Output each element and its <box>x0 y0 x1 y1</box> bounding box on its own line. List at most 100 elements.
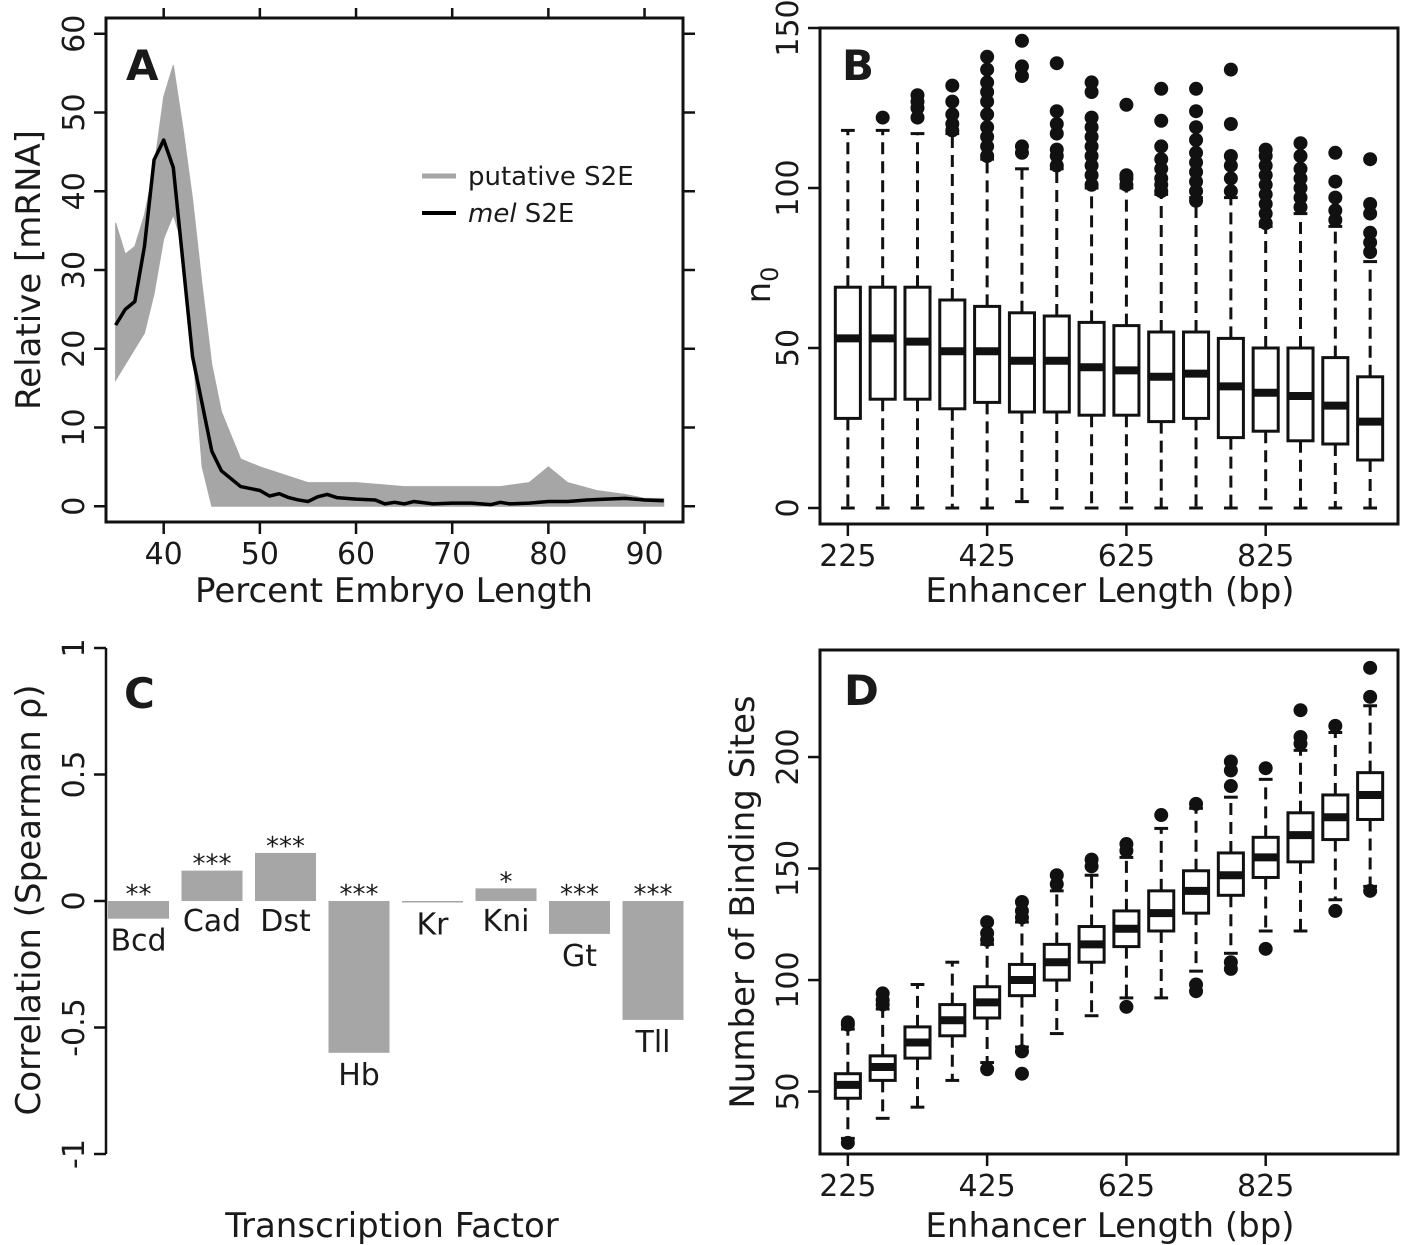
outlier-point <box>980 1062 995 1077</box>
box-group <box>1286 703 1315 933</box>
outlier-point <box>1189 193 1204 208</box>
box-group <box>1321 145 1350 510</box>
outlier-point <box>1084 129 1099 144</box>
outlier-point <box>1119 837 1134 852</box>
outlier-point <box>910 88 925 103</box>
box-group <box>868 110 897 510</box>
x-tick-label: 425 <box>958 1169 1015 1204</box>
outlier-point <box>1258 168 1273 183</box>
panel-b-plot-area <box>833 33 1385 510</box>
category-label: Kr <box>416 907 449 942</box>
significance-label: *** <box>560 880 599 910</box>
outlier-point <box>1293 200 1308 215</box>
y-tick-label: -1 <box>57 1139 92 1169</box>
outlier-point <box>1363 245 1378 259</box>
x-tick-label: 625 <box>1098 539 1155 574</box>
x-tick-label: 40 <box>145 537 183 572</box>
outlier-point <box>1049 868 1064 883</box>
y-tick-label: 150 <box>771 0 806 57</box>
x-tick-label: 825 <box>1237 1169 1294 1204</box>
panel-a: A 40 50 60 70 80 90 0 10 20 30 40 50 60 putative S2… <box>9 8 695 611</box>
outlier-point <box>875 110 890 125</box>
outlier-point <box>1154 171 1169 186</box>
outlier-point <box>1119 999 1134 1014</box>
y-tick-label: 150 <box>771 840 806 897</box>
outlier-point <box>1049 117 1064 131</box>
panel-d-letter: D <box>844 666 879 715</box>
x-tick-label: 90 <box>625 537 663 572</box>
panel-d-plot-area <box>833 660 1385 1150</box>
box-group <box>1147 808 1176 1000</box>
significance-label: *** <box>340 880 379 910</box>
x-tick-label: 60 <box>337 537 375 572</box>
outlier-point <box>1293 161 1308 176</box>
y-tick-label: 50 <box>771 1072 806 1110</box>
outlier-point <box>980 139 995 154</box>
outlier-point <box>980 94 995 109</box>
panel-a-y-label: Relative [mRNA] <box>9 130 49 410</box>
y-tick-label: 100 <box>771 159 806 216</box>
outlier-point <box>1293 703 1308 718</box>
outlier-point <box>980 62 995 77</box>
box-group <box>1077 852 1106 1018</box>
outlier-point <box>840 1135 855 1150</box>
outlier-point <box>1363 206 1378 221</box>
outlier-point <box>1328 145 1343 160</box>
outlier-point <box>1258 187 1273 202</box>
bar-bcd <box>108 901 169 919</box>
outlier-point <box>1293 171 1308 186</box>
panel-a-x-label: Percent Embryo Length <box>195 571 593 611</box>
outlier-point <box>1328 203 1343 218</box>
panel-b-y-ticks: 0 50 100 150 <box>771 0 820 518</box>
box-group <box>1286 136 1315 510</box>
outlier-point <box>840 1015 855 1030</box>
panel-c: C 1 0.5 0 -0.5 -1 Bcd ** Cad *** Dst *** Hb *** Kr Kn… <box>9 638 684 1245</box>
outlier-point <box>980 915 995 930</box>
outlier-point <box>945 78 960 93</box>
bar-cad <box>181 870 243 901</box>
outlier-point <box>1363 883 1378 898</box>
bar-kni <box>475 888 537 901</box>
panel-a-y-ticks: 0 10 20 30 40 50 60 <box>57 15 695 516</box>
box-group <box>1147 81 1176 510</box>
panel-b-x-label: Enhancer Length (bp) <box>925 571 1294 611</box>
x-tick-label: 70 <box>433 537 471 572</box>
outlier-point <box>1119 97 1134 112</box>
outlier-point <box>1328 190 1343 205</box>
outlier-point <box>1189 104 1204 119</box>
outlier-point <box>1084 139 1099 154</box>
outlier-point <box>1223 117 1238 131</box>
panel-a-plot-area <box>114 65 665 507</box>
outlier-point <box>1328 213 1343 227</box>
x-tick-label: 50 <box>241 537 279 572</box>
outlier-point <box>1189 165 1204 179</box>
outlier-point <box>1084 149 1099 163</box>
category-label: Kni <box>482 904 529 939</box>
box-group <box>903 983 932 1109</box>
x-tick-label: 225 <box>819 1169 876 1204</box>
outlier-point <box>980 926 995 941</box>
outlier-point <box>1014 139 1029 154</box>
panel-b-y-label-main: n <box>739 282 779 304</box>
box-group <box>1216 62 1245 510</box>
significance-label: ** <box>126 880 152 910</box>
outlier-point <box>1293 149 1308 163</box>
panel-d-y-ticks: 50 100 150 200 <box>771 728 820 1111</box>
box-group <box>1007 895 1036 1081</box>
box-group <box>1216 754 1245 976</box>
outlier-point <box>1363 152 1378 167</box>
y-tick-label: 0 <box>771 498 806 517</box>
category-label: Tll <box>635 1025 671 1060</box>
box-group <box>1007 33 1036 504</box>
box-group <box>1182 81 1211 510</box>
significance-label: * <box>500 867 513 897</box>
panel-c-y-ticks: 1 0.5 0 -0.5 -1 <box>57 638 106 1169</box>
box-group <box>1042 56 1071 510</box>
panel-c-plot-area: Bcd ** Cad *** Dst *** Hb *** Kr Kni * Gt *** Tll *** <box>108 832 684 1093</box>
panel-d-x-label: Enhancer Length (bp) <box>925 1206 1294 1245</box>
bar-hb <box>328 901 390 1053</box>
x-tick-label: 225 <box>819 539 876 574</box>
outlier-point <box>1084 177 1099 192</box>
category-label: Bcd <box>110 924 166 959</box>
